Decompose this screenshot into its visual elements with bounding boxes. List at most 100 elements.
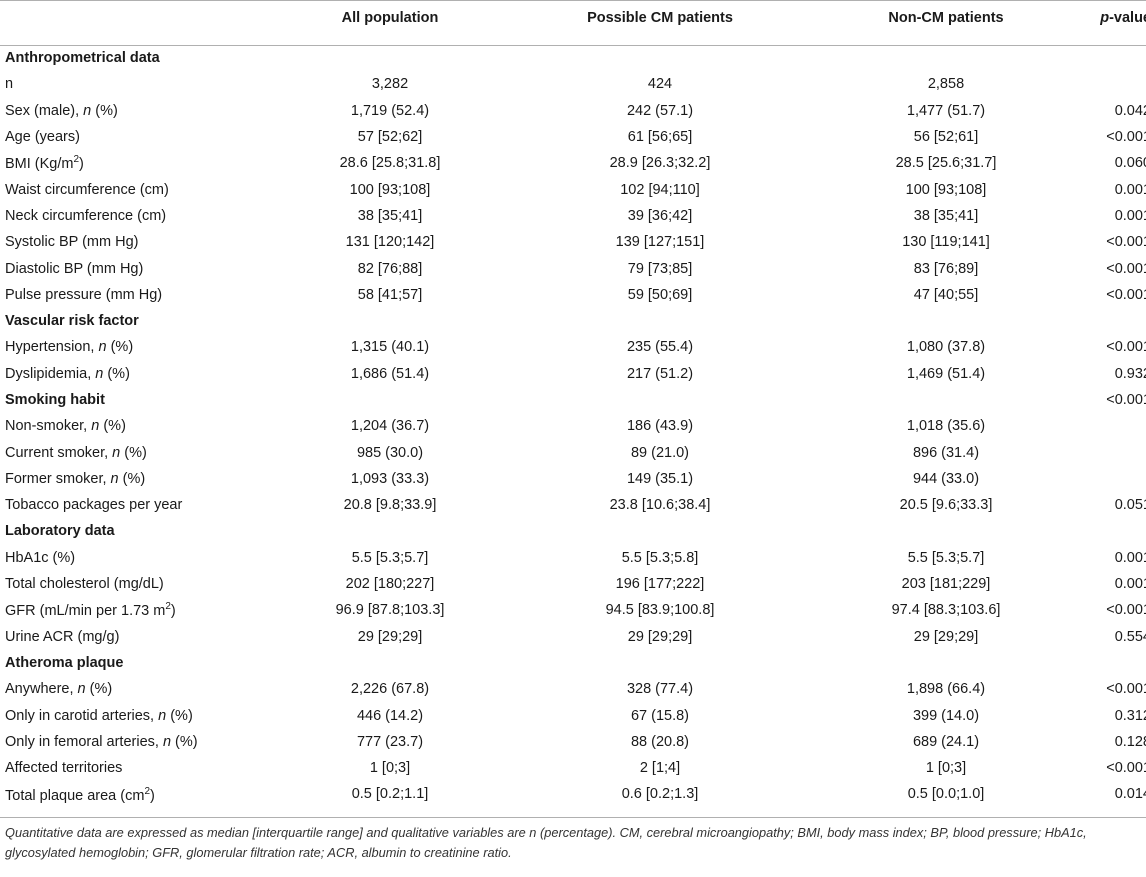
- non-cm-cell: 29 [29;29]: [913, 628, 979, 645]
- non-cm-cell: 1,477 (51.7): [906, 102, 986, 119]
- row-label-text: Only in femoral arteries,: [5, 733, 163, 750]
- section-title: Vascular risk factor: [5, 313, 139, 330]
- table-row: Only in carotid arteries, n (%) 446 (14.2…: [0, 702, 1146, 728]
- row-label-suffix: (%): [118, 470, 146, 487]
- table-header: All population Possible CM patients Non-…: [0, 6, 1146, 45]
- row-label-suffix: (%): [166, 707, 193, 724]
- possible-cm-cell: 186 (43.9): [626, 418, 694, 435]
- non-cm-cell: 896 (31.4): [912, 444, 980, 461]
- p-value-cell: [1077, 45, 1146, 71]
- row-label-suffix: (%): [171, 733, 198, 750]
- row-label: HbA1c (%): [5, 549, 76, 566]
- table-row: Hypertension, n (%) 1,315 (40.1) 235 (55.4…: [0, 334, 1146, 360]
- table-row: HbA1c (%) 5.5 [5.3;5.7] 5.5 [5.3;5.8] 5.5 […: [0, 545, 1146, 571]
- table-row: Non-smoker, n (%) 1,204 (36.7) 186 (43.9) 1…: [0, 413, 1146, 439]
- p-value-cell: 0.932: [1114, 365, 1146, 382]
- possible-cm-cell: [505, 45, 815, 71]
- p-value-cell: 0.001: [1114, 549, 1146, 566]
- possible-cm-cell: 88 (20.8): [630, 733, 690, 750]
- p-value-cell: [1077, 518, 1146, 544]
- p-value-cell: 0.001: [1114, 181, 1146, 198]
- all-population-cell: 985 (30.0): [356, 444, 424, 461]
- p-value-cell: 0.060: [1114, 155, 1146, 172]
- row-label: Sex (male), n (%): [0, 98, 275, 124]
- non-cm-cell: 130 [119;141]: [902, 234, 990, 251]
- row-label-italic: n: [158, 707, 167, 724]
- row-label: Hypertension, n (%): [0, 334, 275, 360]
- table-row: Neck circumference (cm) 38 [35;41] 39 [36;…: [0, 203, 1146, 229]
- p-value-cell: [1077, 413, 1146, 439]
- table-row: Diastolic BP (mm Hg) 82 [76;88] 79 [73;85]…: [0, 255, 1146, 281]
- row-label: Tobacco packages per year: [5, 497, 183, 514]
- all-population-cell: 0.5 [0.2;1.1]: [351, 786, 429, 803]
- row-label-suffix: (%): [99, 418, 126, 435]
- all-population-cell: 20.8 [9.8;33.9]: [343, 497, 437, 514]
- possible-cm-cell: 59 [50;69]: [627, 286, 693, 303]
- section-title: Anthropometrical data: [5, 50, 160, 67]
- p-value-cell: <0.001: [1106, 760, 1146, 777]
- non-cm-cell: 83 [76;89]: [913, 260, 979, 277]
- row-label: Current smoker, n (%): [0, 439, 275, 465]
- non-cm-cell: 944 (33.0): [912, 470, 980, 487]
- possible-cm-cell: 67 (15.8): [630, 707, 690, 724]
- row-label-italic: n: [98, 339, 107, 356]
- row-label: Diastolic BP (mm Hg): [5, 260, 144, 277]
- all-population-cell: 5.5 [5.3;5.7]: [351, 549, 429, 566]
- table-row: Sex (male), n (%) 1,719 (52.4) 242 (57.1) 1…: [0, 98, 1146, 124]
- header-rule: [0, 45, 1146, 46]
- all-population-cell: 3,282: [371, 76, 409, 93]
- table-row: BMI (Kg/m2) 28.6 [25.8;31.8] 28.9 [26.3;32…: [0, 150, 1146, 176]
- possible-cm-cell: [505, 387, 815, 413]
- possible-cm-cell: 235 (55.4): [626, 339, 694, 356]
- row-label-text: Dyslipidemia,: [5, 365, 96, 382]
- table-body: Anthropometrical data n 3,282 424 2,858 Sex (…: [0, 45, 1146, 808]
- p-value-cell: 0.042: [1114, 102, 1146, 119]
- all-population-cell: 202 [180;227]: [345, 576, 435, 593]
- all-population-cell: 131 [120;142]: [345, 234, 435, 251]
- header-non-cm: Non-CM patients: [888, 10, 1004, 26]
- header-all-population: All population: [341, 10, 439, 26]
- non-cm-cell: 1,080 (37.8): [906, 339, 986, 356]
- p-value-cell: 0.014: [1114, 786, 1146, 803]
- non-cm-cell: 689 (24.1): [912, 733, 980, 750]
- all-population-cell: [275, 45, 505, 71]
- p-value-cell: <0.001: [1106, 339, 1146, 356]
- row-label: Dyslipidemia, n (%): [0, 361, 275, 387]
- all-population-cell: 28.6 [25.8;31.8]: [339, 155, 441, 172]
- non-cm-cell: 5.5 [5.3;5.7]: [907, 549, 985, 566]
- row-label-suffix: (%): [91, 102, 118, 119]
- all-population-cell: 446 (14.2): [356, 707, 424, 724]
- p-value-cell: 0.554: [1114, 628, 1146, 645]
- all-population-cell: 1 [0;3]: [369, 760, 411, 777]
- row-label-italic: n: [91, 418, 100, 435]
- table-row: Pulse pressure (mm Hg) 58 [41;57] 59 [50;6…: [0, 282, 1146, 308]
- possible-cm-cell: 328 (77.4): [626, 681, 694, 698]
- section-row: Smoking habit <0.001: [0, 387, 1146, 413]
- all-population-cell: [275, 308, 505, 334]
- possible-cm-cell: 149 (35.1): [626, 470, 694, 487]
- row-label: n: [5, 76, 14, 93]
- header-p-italic: p: [1100, 10, 1110, 26]
- row-label-suffix: (%): [85, 681, 113, 698]
- row-label-superscript: 2: [165, 601, 171, 613]
- non-cm-cell: [815, 308, 1077, 334]
- table-row: Current smoker, n (%) 985 (30.0) 89 (21.0)…: [0, 439, 1146, 465]
- possible-cm-cell: 139 [127;151]: [615, 234, 705, 251]
- row-label: Only in carotid arteries, n (%): [0, 702, 275, 728]
- p-value-cell: 0.051: [1114, 497, 1146, 514]
- table-row: Urine ACR (mg/g) 29 [29;29] 29 [29;29] 29 […: [0, 624, 1146, 650]
- row-label-italic: n: [83, 102, 92, 119]
- all-population-cell: [275, 518, 505, 544]
- row-label-suffix: (%): [106, 339, 134, 356]
- p-value-cell: <0.001: [1106, 681, 1146, 698]
- row-label: Age (years): [5, 129, 80, 146]
- section-row: Atheroma plaque: [0, 650, 1146, 676]
- possible-cm-cell: 94.5 [83.9;100.8]: [605, 602, 715, 619]
- header-p-value: p-value: [1077, 6, 1146, 45]
- all-population-cell: 57 [52;62]: [357, 129, 423, 146]
- possible-cm-cell: 5.5 [5.3;5.8]: [621, 549, 699, 566]
- p-value-cell: <0.001: [1106, 602, 1146, 619]
- non-cm-cell: 203 [181;229]: [901, 576, 991, 593]
- row-label: Former smoker, n (%): [0, 466, 275, 492]
